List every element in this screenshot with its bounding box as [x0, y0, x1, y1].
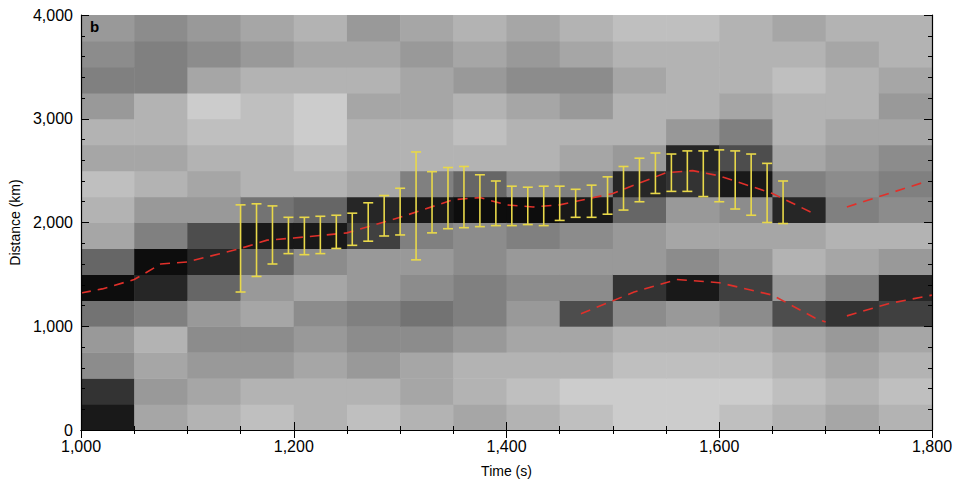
svg-text:1,200: 1,200 — [274, 438, 314, 455]
svg-text:2,000: 2,000 — [33, 214, 73, 231]
svg-text:Distance (km): Distance (km) — [7, 179, 23, 265]
svg-text:Time (s): Time (s) — [481, 463, 532, 479]
svg-text:0: 0 — [64, 422, 73, 439]
svg-text:1,800: 1,800 — [912, 438, 952, 455]
svg-text:1,600: 1,600 — [699, 438, 739, 455]
svg-text:1,000: 1,000 — [61, 438, 101, 455]
svg-text:1,400: 1,400 — [486, 438, 526, 455]
svg-text:b: b — [90, 18, 99, 35]
svg-text:3,000: 3,000 — [33, 110, 73, 127]
svg-text:1,000: 1,000 — [33, 318, 73, 335]
svg-text:4,000: 4,000 — [33, 7, 73, 24]
